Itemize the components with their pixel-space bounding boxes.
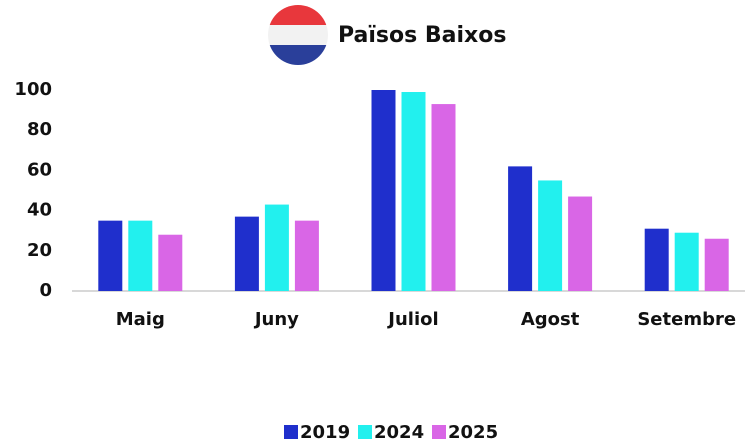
bar (234, 216, 259, 291)
legend-swatch (284, 425, 298, 439)
x-tick-label: Juny (253, 309, 299, 330)
bar (294, 220, 319, 291)
bar (508, 166, 533, 291)
bar (704, 238, 729, 291)
x-tick-label: Setembre (637, 309, 736, 330)
y-tick-label: 20 (27, 240, 52, 261)
x-tick-label: Agost (521, 309, 580, 330)
y-tick-label: 40 (27, 200, 52, 221)
legend-swatch (358, 425, 372, 439)
chart-title: Països Baixos (338, 23, 506, 48)
y-tick-label: 0 (39, 280, 52, 301)
bar (264, 204, 289, 291)
legend-label: 2025 (448, 422, 498, 443)
legend-label: 2024 (374, 422, 424, 443)
bar (644, 228, 669, 291)
bar (158, 234, 183, 291)
legend-swatch (432, 425, 446, 439)
bar (98, 220, 123, 291)
x-tick-label: Maig (116, 309, 165, 330)
y-tick-label: 100 (14, 79, 52, 100)
x-tick-label: Juliol (386, 309, 438, 330)
bar (401, 92, 426, 291)
bar (568, 196, 593, 291)
bar (371, 90, 396, 291)
legend-label: 2019 (300, 422, 350, 443)
bar (128, 220, 153, 291)
bar (431, 104, 456, 291)
y-tick-label: 60 (27, 159, 52, 180)
flag-icon (268, 5, 328, 65)
y-tick-label: 80 (27, 119, 52, 140)
bar (538, 180, 563, 291)
bar (674, 232, 699, 291)
